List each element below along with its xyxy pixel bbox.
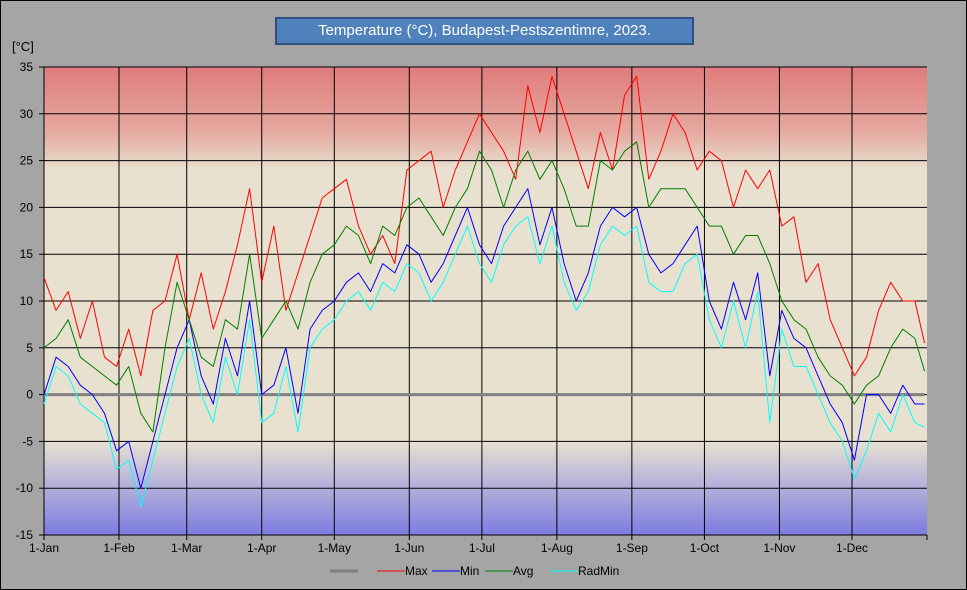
legend-label-radmin: RadMin <box>578 564 619 578</box>
y-tick-label: 10 <box>20 294 34 308</box>
x-tick-label: 1-Nov <box>763 541 795 555</box>
y-tick-label: 20 <box>20 200 34 214</box>
x-tick-label: 1-May <box>318 541 351 555</box>
x-tick-label: 1-Aug <box>541 541 573 555</box>
x-tick-label: 1-Oct <box>690 541 720 555</box>
y-tick-label: -15 <box>16 528 34 542</box>
series-min-line <box>43 188 925 489</box>
legend-label-max: Max <box>405 564 428 578</box>
y-tick-label: 25 <box>20 154 34 168</box>
x-tick-label: 1-Apr <box>247 541 276 555</box>
series-avg-line <box>43 141 926 433</box>
y-tick-label: -10 <box>16 481 34 495</box>
chart-title: Temperature (°C), Budapest-Pestszentimre… <box>275 17 694 45</box>
x-tick-label: 1-Feb <box>103 541 135 555</box>
x-axis-ticks: 1-Jan 1-Feb 1-Mar 1-Apr 1-May 1-Jun 1-Jul 1-Aug… <box>29 535 928 555</box>
legend-label-min: Min <box>460 564 479 578</box>
x-tick-label: 1-Jul <box>469 541 495 555</box>
y-tick-label: 5 <box>26 341 33 355</box>
y-tick-label: 15 <box>20 247 34 261</box>
series-radmin-line <box>43 216 925 508</box>
legend-label-avg: Avg <box>513 564 533 578</box>
y-tick-label: 30 <box>20 107 34 121</box>
x-tick-label: 1-Jan <box>29 541 59 555</box>
x-tick-label: 1-Jun <box>394 541 424 555</box>
y-tick-label: -5 <box>22 434 33 448</box>
y-axis-label: [°C] <box>12 39 34 54</box>
x-tick-label: 1-Dec <box>836 541 868 555</box>
x-tick-label: 1-Mar <box>171 541 202 555</box>
series-max-line <box>43 75 926 377</box>
legend: Max Min Avg RadMin <box>330 564 619 578</box>
y-tick-label: 0 <box>26 388 33 402</box>
y-axis-ticks: 35 30 25 20 15 10 5 0 -5 -10 -15 <box>16 60 44 542</box>
series-group <box>43 75 926 508</box>
y-tick-label: 35 <box>20 60 34 74</box>
x-tick-label: 1-Sep <box>616 541 648 555</box>
